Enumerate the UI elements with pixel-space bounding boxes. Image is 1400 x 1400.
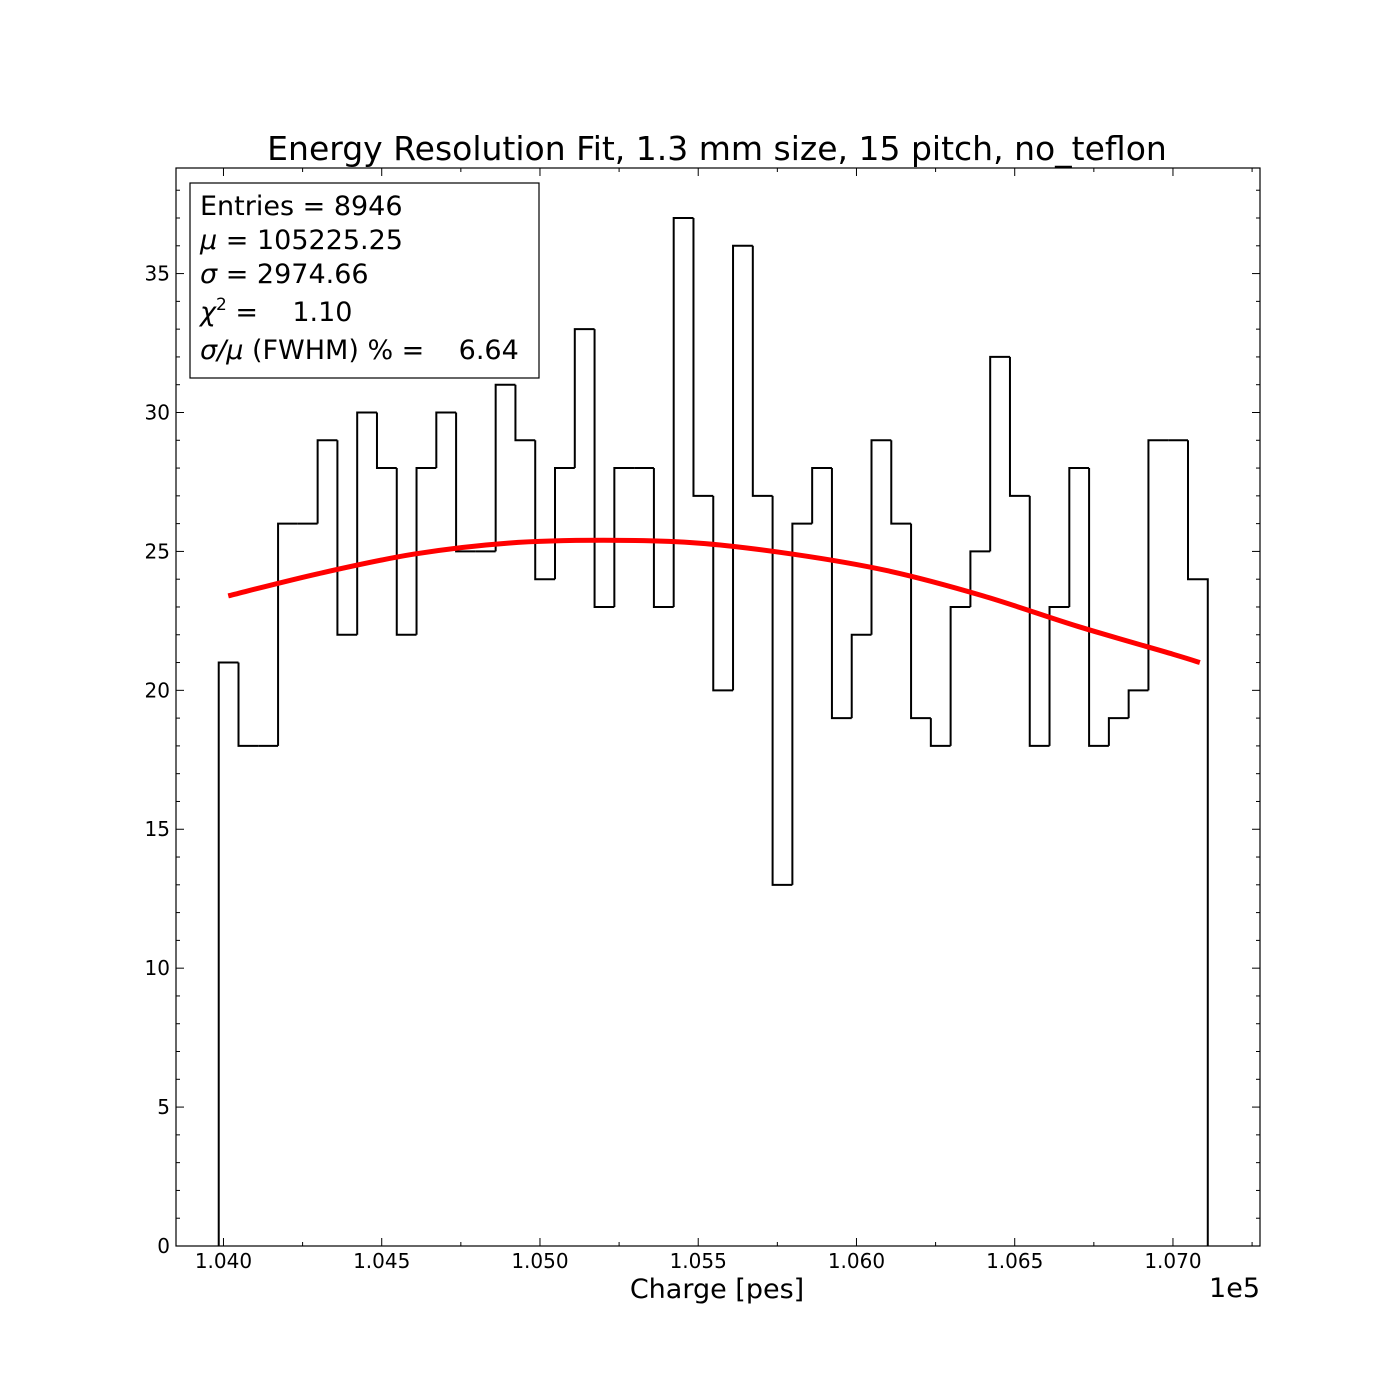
chart-title: Energy Resolution Fit, 1.3 mm size, 15 p…: [267, 129, 1167, 168]
histogram-bin: [890, 440, 912, 525]
x-tick-label: 1.070: [1144, 1249, 1201, 1273]
y-tick-label: 10: [145, 956, 170, 980]
stats-chi-exponent: 2: [216, 295, 227, 315]
stats-sigma-symbol: σ: [200, 259, 218, 290]
histogram-bin: [989, 355, 1010, 552]
histogram-bin: [336, 440, 358, 636]
x-axis-offset-label: 1e5: [1209, 1273, 1260, 1304]
histogram-bin: [534, 440, 556, 581]
histogram-bin: [791, 522, 813, 885]
x-tick-label: 1.050: [511, 1249, 568, 1273]
x-tick-label: 1.045: [353, 1249, 410, 1273]
histogram-bin: [494, 383, 516, 552]
histogram-bin: [455, 412, 476, 553]
histogram-bin: [573, 328, 595, 469]
histogram-bin: [613, 467, 635, 607]
histogram-bin: [830, 468, 852, 720]
histogram-bin: [593, 329, 615, 608]
stats-mu-symbol: μ: [199, 225, 217, 256]
stats-sigma-value: = 2974.66: [217, 259, 368, 290]
stats-resolution-value: (FWHM) % = 6.64: [243, 335, 518, 366]
stats-chi-symbol: χ: [198, 297, 217, 328]
histogram-bin: [1088, 468, 1109, 747]
histogram-bin: [949, 605, 971, 746]
y-tick-label: 25: [145, 539, 170, 563]
histogram-bin: [672, 217, 694, 607]
histogram-bin: [1187, 440, 1209, 1246]
x-tick-label: 1.055: [670, 1249, 727, 1273]
histogram-bin: [1107, 717, 1129, 746]
histogram-bin: [969, 550, 991, 607]
y-tick-label: 35: [145, 262, 170, 286]
histogram-bin: [732, 244, 753, 691]
histogram-bin: [712, 495, 734, 692]
histogram-bin: [652, 468, 674, 608]
stats-mu: μ = 105225.25: [199, 225, 403, 256]
stats-box: Entries = 8946 μ = 105225.25 σ = 2974.66…: [189, 182, 540, 379]
tick-marks: [176, 168, 1260, 1247]
histogram-bin: [395, 468, 417, 636]
stats-resolution-symbol: σ/μ: [200, 335, 243, 366]
fit-curve: [227, 537, 1201, 665]
histogram-bin: [692, 218, 714, 497]
x-tick-label: 1.065: [986, 1249, 1043, 1273]
x-tick-label: 1.060: [828, 1249, 885, 1273]
fit-line: [227, 537, 1201, 665]
histogram-bin: [850, 633, 872, 719]
histogram-bin: [1048, 605, 1070, 746]
y-tick-labels: 0 5 10 15 20 25 30 35: [145, 262, 170, 1258]
y-tick-label: 30: [145, 400, 170, 424]
y-tick-label: 20: [145, 678, 170, 702]
histogram-bin: [435, 411, 457, 469]
stats-mu-value: = 105225.25: [217, 225, 403, 256]
y-tick-label: 0: [157, 1234, 170, 1258]
x-axis-label: Charge [pes]: [630, 1274, 804, 1305]
histogram-bin: [277, 522, 298, 746]
stats-box-frame: [189, 182, 540, 379]
histogram-bin: [1068, 467, 1090, 607]
histogram-bin: [771, 495, 793, 886]
histogram-bin: [356, 411, 377, 635]
histogram-bin: [415, 467, 437, 635]
histogram-bin: [811, 467, 832, 524]
histogram-bin: [514, 384, 536, 442]
histogram-bin: [1127, 689, 1149, 719]
x-tick-label: 1.040: [195, 1249, 252, 1273]
stats-resolution: σ/μ (FWHM) % = 6.64: [200, 335, 519, 366]
histogram-bin: [1028, 495, 1050, 747]
stats-chi-value: = 1.10: [227, 297, 353, 328]
histogram-bin: [1008, 356, 1030, 497]
histogram-bin: [751, 245, 773, 497]
x-tick-labels: 1.040 1.045 1.050 1.055 1.060 1.065 1.070: [195, 1249, 1202, 1273]
histogram-bin: [910, 523, 931, 720]
histogram-bin: [316, 439, 338, 524]
histogram-bin: [1147, 439, 1169, 691]
plot-frame: [175, 167, 1261, 1247]
histogram-bin: [237, 662, 259, 747]
y-tick-label: 15: [145, 817, 170, 841]
histogram-bin: [375, 412, 397, 470]
stats-chi2: χ2 = 1.10: [198, 295, 352, 328]
stats-sigma: σ = 2974.66: [200, 259, 369, 290]
stats-entries: Entries = 8946: [200, 191, 403, 222]
histogram-bin: [929, 718, 951, 747]
y-tick-label: 5: [157, 1095, 170, 1119]
histogram-bin: [217, 661, 239, 1246]
